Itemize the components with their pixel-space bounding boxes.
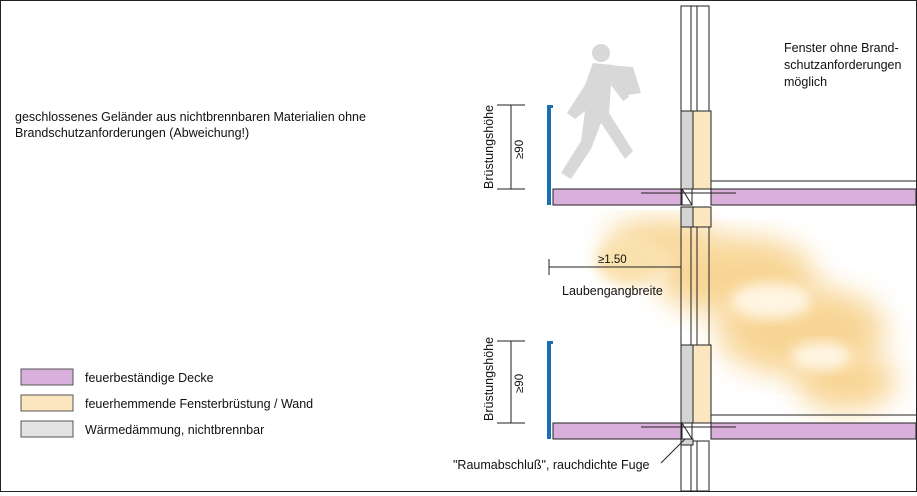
joint-leader-line [660,438,686,464]
railing-upper [547,105,553,205]
parapet-height-label-lower: Brüstungshöhe [482,337,496,421]
legend-item-slab: feuerbeständige Decke [20,368,214,386]
legend-item-wall: feuerhemmende Fensterbrüstung / Wand [20,394,313,412]
width-label: Laubengangbreite [562,284,663,298]
parapet-height-label-upper: Brüstungshöhe [482,105,496,189]
width-dimension [548,259,681,275]
window-note-line3: möglich [784,75,827,89]
legend-item-insulation: Wärmedämmung, nichtbrennbar [20,420,264,438]
legend-label-wall: feuerhemmende Fensterbrüstung / Wand [85,397,313,411]
running-person-icon [561,44,641,179]
building-wall [680,5,712,492]
legend-label-insulation: Wärmedämmung, nichtbrennbar [85,423,264,437]
parapet-value-upper: ≥90 [514,140,526,159]
legend-swatch-slab [20,368,74,386]
railing-lower [547,341,553,439]
window-note-line1: Fenster ohne Brand- [784,41,899,55]
legend: feuerbeständige Decke feuerhemmende Fens… [20,368,313,438]
parapet-dimension-lower [497,340,525,424]
smoke-cloud-icon [596,219,896,411]
joint-label: "Raumabschluß", rauchdichte Fuge [453,458,650,472]
width-value: ≥1.50 [598,254,627,266]
floor-slab-upper [552,180,917,206]
parapet-dimension-upper [497,104,525,190]
parapet-value-lower: ≥90 [514,374,526,393]
window-note-line2: schutzanforderungen [784,58,901,72]
legend-label-slab: feuerbeständige Decke [85,371,214,385]
floor-slab-lower [552,414,917,440]
legend-swatch-wall [20,394,74,412]
railing-note-line2: Brandschutzanforderungen (Abweichung!) [15,126,249,140]
legend-swatch-insulation [20,420,74,438]
railing-note-line1: geschlossenes Geländer aus nichtbrennbar… [15,110,366,124]
